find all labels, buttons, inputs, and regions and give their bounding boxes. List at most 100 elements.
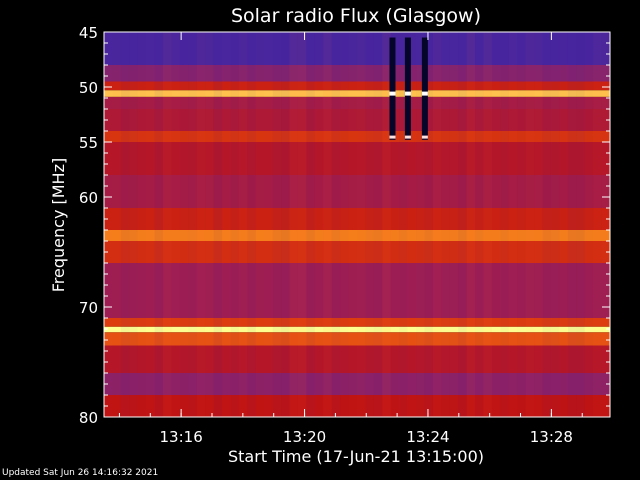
plot-frame [103, 31, 611, 418]
texture-column [466, 32, 476, 417]
texture-column [129, 32, 137, 417]
texture-column [500, 32, 508, 417]
texture-column [323, 32, 332, 417]
burst-stripe-0 [389, 37, 396, 140]
x-tick-label: 13:16 [160, 428, 203, 446]
texture-column [289, 32, 298, 417]
frequency-band-12 [104, 263, 610, 318]
texture-column [509, 32, 517, 417]
texture-column [373, 32, 383, 417]
texture-column [458, 32, 467, 417]
frequency-band-1 [104, 65, 610, 82]
frequency-band-10 [104, 230, 610, 241]
texture-column [450, 32, 458, 417]
texture-column [433, 32, 441, 417]
frequency-band-5 [104, 109, 610, 131]
texture-column [349, 32, 357, 417]
texture-column [441, 32, 449, 417]
chart-title: Solar radio Flux (Glasgow) [231, 5, 481, 27]
texture-column [264, 32, 272, 417]
frequency-band-6 [104, 131, 610, 142]
texture-column [576, 32, 585, 417]
frequency-band-18 [104, 395, 610, 417]
x-axis-label: Start Time (17-Jun-21 13:15:00) [228, 447, 484, 466]
burst-features [389, 37, 428, 140]
texture-column [517, 32, 525, 417]
frequency-band-15 [104, 332, 610, 346]
burst-stripe-2 [421, 37, 428, 140]
texture-column [197, 32, 205, 417]
frequency-band-11 [104, 241, 610, 263]
texture-column [424, 32, 433, 417]
texture-column [154, 32, 164, 417]
texture-column [171, 32, 179, 417]
texture-column [602, 32, 610, 417]
texture-column [306, 32, 315, 417]
texture-column [382, 32, 391, 417]
frequency-band-14 [104, 326, 610, 333]
y-tick-label: 50 [79, 79, 98, 97]
texture-column [205, 32, 213, 417]
burst-highlight [421, 135, 428, 139]
texture-column [559, 32, 567, 417]
texture-column [526, 32, 534, 417]
texture-column [551, 32, 559, 417]
burst-highlight [389, 91, 396, 96]
texture-column [365, 32, 373, 417]
texture-column [213, 32, 223, 417]
texture-column [112, 32, 120, 417]
x-tick-label: 13:28 [530, 428, 573, 446]
texture-column [104, 32, 112, 417]
texture-column [247, 32, 256, 417]
frequency-band-7 [104, 142, 610, 175]
y-tick-label: 70 [79, 299, 98, 317]
y-tick-label: 55 [79, 134, 98, 152]
texture-column [222, 32, 230, 417]
texture-column [340, 32, 348, 417]
y-tick-label: 45 [79, 24, 98, 42]
x-tick-label: 13:24 [406, 428, 449, 446]
update-timestamp: Updated Sat Jun 26 14:16:32 2021 [2, 468, 159, 478]
frequency-band-17 [104, 373, 610, 395]
frequency-band-2 [104, 81, 610, 91]
burst-highlight [389, 135, 396, 139]
frequency-band-16 [104, 345, 610, 373]
texture-column [146, 32, 154, 417]
y-tick-label: 60 [79, 189, 98, 207]
texture-column [534, 32, 542, 417]
texture-column [585, 32, 593, 417]
texture-column [180, 32, 188, 417]
axis-ticks: 13:16 13:20 13:24 13:28 45 50 55 60 70 80 [79, 24, 610, 446]
texture-column [188, 32, 196, 417]
texture-column [281, 32, 290, 417]
frequency-band-8 [104, 175, 610, 208]
texture-column [475, 32, 483, 417]
texture-column [163, 32, 172, 417]
texture-column [315, 32, 323, 417]
spectrogram-heatmap [104, 32, 610, 417]
frequency-band-4 [104, 96, 610, 109]
texture-column [332, 32, 340, 417]
x-tick-label: 13:20 [283, 428, 326, 446]
y-axis-label: Frequency [MHz] [49, 158, 68, 292]
texture-column [492, 32, 500, 417]
texture-column [273, 32, 281, 417]
frequency-band-0 [104, 32, 610, 65]
texture-column [567, 32, 577, 417]
burst-highlight [404, 91, 411, 96]
frequency-band-3 [104, 90, 610, 97]
texture-column [120, 32, 130, 417]
y-tick-label: 80 [79, 409, 98, 427]
texture-column [138, 32, 146, 417]
frequency-band-9 [104, 208, 610, 230]
burst-highlight [421, 91, 428, 96]
texture-column [297, 32, 307, 417]
burst-highlight [404, 135, 411, 139]
texture-column [542, 32, 551, 417]
frequency-band-13 [104, 318, 610, 327]
texture-column [357, 32, 365, 417]
texture-column [483, 32, 492, 417]
texture-column [231, 32, 239, 417]
texture-column [593, 32, 601, 417]
